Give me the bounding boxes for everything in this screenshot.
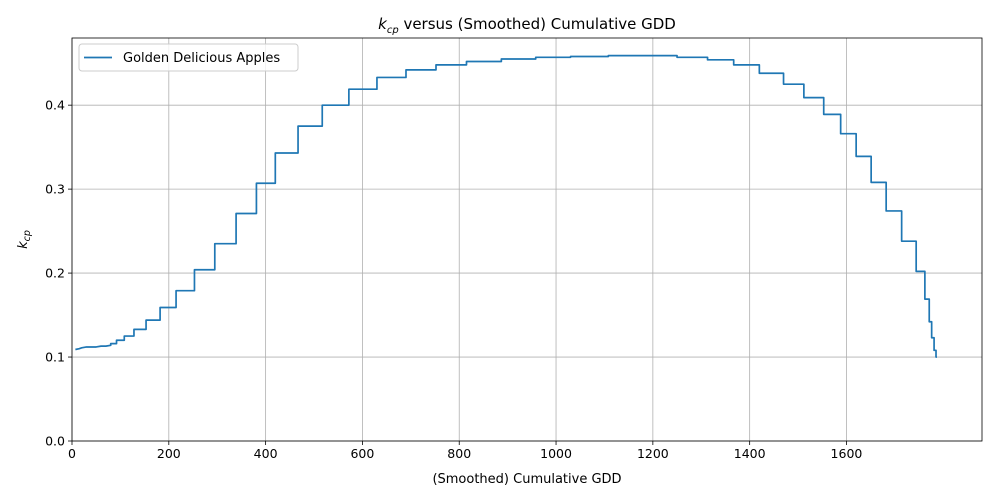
y-tick-label: 0.4 <box>45 98 65 113</box>
x-tick-label: 1600 <box>831 446 863 461</box>
y-tick-label: 0.3 <box>45 182 65 197</box>
series-layer <box>75 54 937 358</box>
x-tick-label: 0 <box>68 446 76 461</box>
title-k: k <box>378 15 388 33</box>
title-subscript: cp <box>387 25 399 36</box>
y-tick-label: 0.1 <box>45 350 65 365</box>
x-tick-label: 1200 <box>637 446 669 461</box>
legend-label: Golden Delicious Apples <box>123 51 280 66</box>
x-tick-label: 800 <box>447 446 471 461</box>
x-axis-label: (Smoothed) Cumulative GDD <box>432 472 621 487</box>
legend: Golden Delicious Apples <box>78 43 299 72</box>
ylabel-k: k <box>16 241 31 249</box>
plot-frame <box>71 37 983 442</box>
y-axis-label: kcp <box>16 230 33 249</box>
title-rest: versus (Smoothed) Cumulative GDD <box>399 15 676 33</box>
legend-box <box>78 43 299 72</box>
x-tick-label: 1400 <box>734 446 766 461</box>
x-tick-label: 600 <box>350 446 374 461</box>
ylabel-subscript: cp <box>22 230 33 241</box>
y-axis: 0.0 0.1 0.2 0.3 0.4 <box>45 98 72 449</box>
y-tick-label: 0.0 <box>45 434 65 449</box>
y-tick-label: 0.2 <box>45 266 65 281</box>
x-tick-label: 400 <box>254 446 278 461</box>
x-axis: 0 200 400 600 800 1000 1200 1400 1600 <box>68 441 862 461</box>
series-line <box>75 54 937 358</box>
x-tick-label: 200 <box>157 446 181 461</box>
x-tick-label: 1000 <box>540 446 572 461</box>
chart-title: kcp versus (Smoothed) Cumulative GDD <box>378 15 676 36</box>
